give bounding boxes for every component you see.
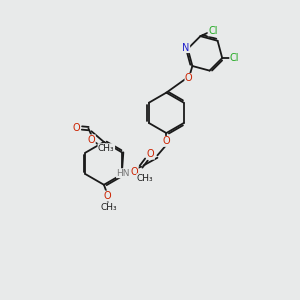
Text: O: O <box>103 191 111 201</box>
Text: O: O <box>73 123 80 133</box>
Text: N: N <box>182 43 190 52</box>
Text: Cl: Cl <box>208 26 218 36</box>
Text: Cl: Cl <box>230 53 239 63</box>
Text: CH₃: CH₃ <box>100 203 117 212</box>
Text: CH₃: CH₃ <box>98 144 115 153</box>
Text: O: O <box>163 136 170 146</box>
Text: HN: HN <box>116 169 130 178</box>
Text: CH₃: CH₃ <box>137 174 153 183</box>
Text: O: O <box>88 135 95 145</box>
Text: O: O <box>130 167 138 177</box>
Text: O: O <box>185 74 193 83</box>
Text: O: O <box>147 149 154 159</box>
